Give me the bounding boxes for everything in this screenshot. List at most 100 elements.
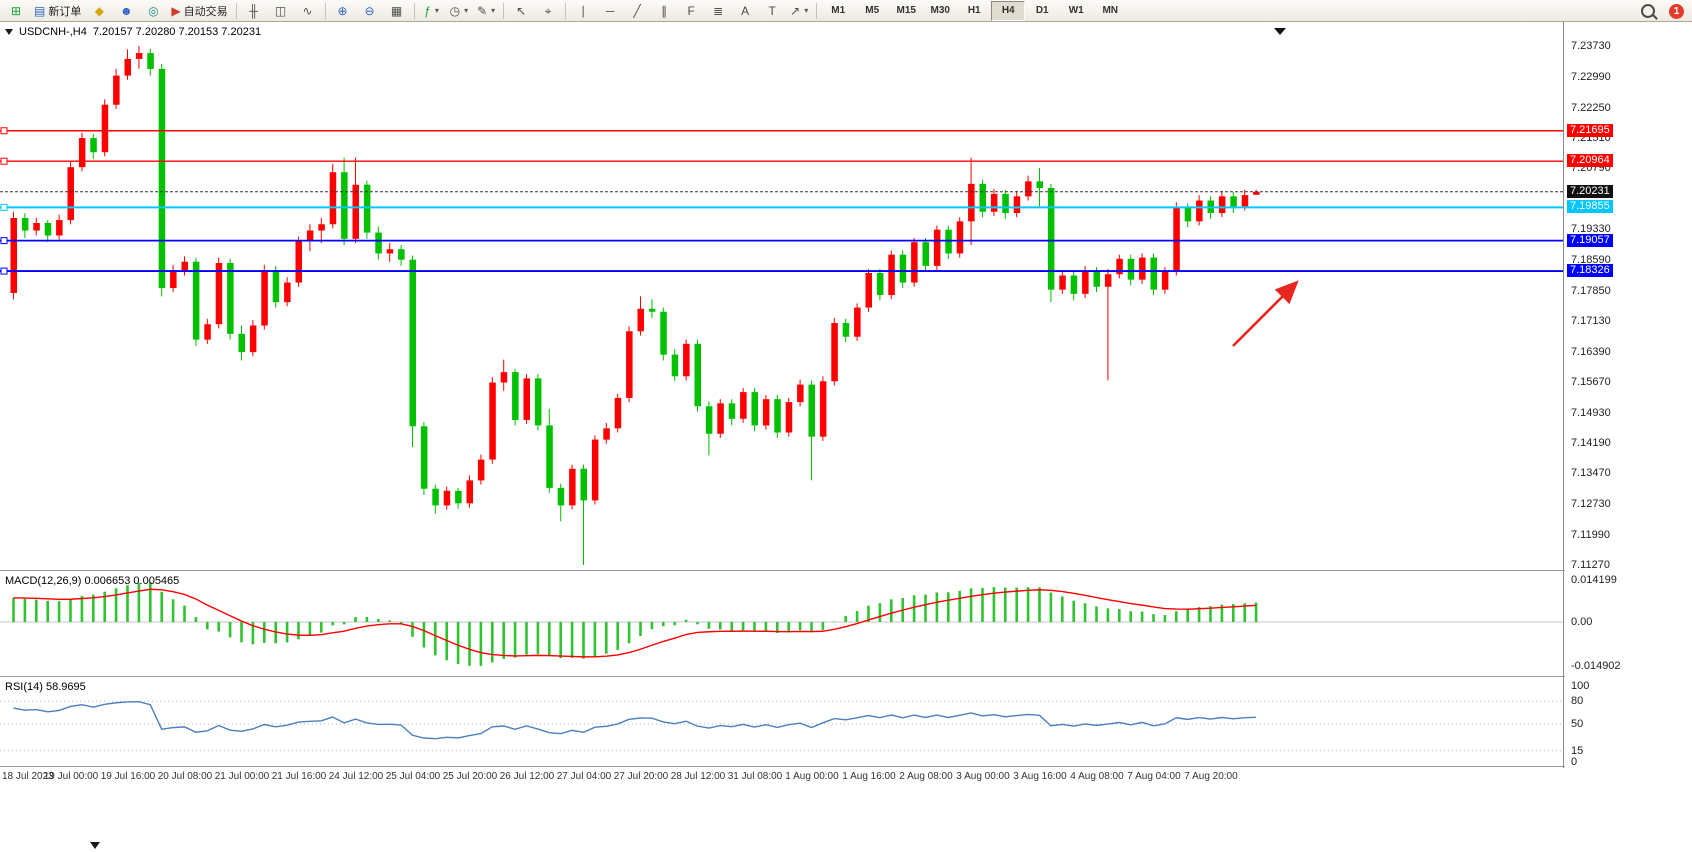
cursor-button[interactable]: ↖ [508, 1, 534, 21]
price-axis[interactable]: 7.23730 7.22990 7.22250 7.21510 7.20790 7.193… [1565, 22, 1692, 768]
timeframe-m1-button[interactable]: M1 [831, 5, 846, 16]
text-label-icon: T [768, 3, 776, 18]
price-badge: 7.20231 [1567, 184, 1613, 198]
price-tick: 7.15670 [1571, 375, 1611, 388]
price-tick: 7.14930 [1571, 406, 1611, 419]
templates-button[interactable]: ✎ ▾ [473, 1, 499, 21]
rsi-axis-tick: 50 [1571, 718, 1584, 730]
time-label: 3 Aug 16:00 [1013, 771, 1067, 782]
trendline-button[interactable]: ╱ [624, 1, 650, 21]
crosshair-icon: ⌖ [544, 3, 552, 18]
chevron-down-icon: ▾ [491, 6, 496, 15]
price-tick: 7.11990 [1571, 528, 1610, 541]
zoom-in-button[interactable]: ⊕ [330, 1, 356, 21]
time-label: 3 Aug 00:00 [956, 771, 1010, 782]
crosshair-button[interactable]: ⌖ [535, 1, 561, 21]
fibonacci-button[interactable]: F [678, 1, 704, 21]
toolbar-separator [503, 2, 505, 19]
auto-trading-button[interactable]: ▶ 自动交易 [167, 1, 231, 21]
vertical-line-button[interactable]: ∣ [570, 1, 596, 21]
price-badge: 7.19057 [1567, 233, 1613, 247]
time-label: 21 Jul 00:00 [214, 771, 270, 782]
timeframe-d1-button[interactable]: D1 [1035, 5, 1049, 16]
candlestick-chart-icon: ◫ [274, 3, 287, 18]
timeframe-mn-button[interactable]: MN [1102, 5, 1119, 16]
price-tick: 7.23730 [1571, 40, 1611, 52]
rsi-axis-tick: 100 [1571, 680, 1590, 692]
search-button[interactable] [1635, 1, 1661, 21]
support-button[interactable]: ◎ [140, 1, 166, 21]
trendline-icon: ╱ [633, 3, 641, 18]
chevron-down-icon: ▾ [804, 6, 809, 15]
tile-windows-icon: ▦ [390, 3, 403, 18]
candlestick-chart-button[interactable]: ◫ [268, 1, 294, 21]
chevron-down-icon: ▾ [434, 6, 439, 15]
price-tick: 7.11270 [1571, 558, 1610, 571]
periods-button[interactable]: ◷ ▾ [446, 1, 473, 21]
timeframe-group: M1 M5 M15 M30 H1 H4 D1 W1 MN [821, 0, 1127, 21]
line-chart-icon: ∿ [302, 3, 313, 18]
macd-indicator-label: MACD(12,26,9) 0.006653 0.005465 [5, 575, 180, 587]
line-chart-button[interactable]: ∿ [295, 1, 321, 21]
timeframe-w1-button[interactable]: W1 [1068, 5, 1084, 16]
vertical-line-icon: ∣ [580, 3, 587, 18]
arrows-button[interactable]: ↗ ▾ [786, 1, 812, 21]
price-chart[interactable] [0, 22, 1565, 768]
notification-badge[interactable]: 1 [1669, 3, 1684, 19]
timeframe-m30-button[interactable]: M30 [930, 5, 950, 16]
price-tick: 7.17130 [1571, 314, 1611, 327]
price-badge: 7.18326 [1567, 264, 1613, 278]
bar-chart-button[interactable]: ╫ [241, 1, 267, 21]
horizontal-line-icon: ─ [605, 3, 615, 18]
price-tick: 7.14190 [1571, 437, 1611, 450]
price-tick: 7.22250 [1571, 101, 1611, 114]
text-button[interactable]: A [732, 1, 758, 21]
clock-icon: ◷ [449, 3, 461, 18]
one-click-trading-toggle-icon[interactable] [5, 29, 13, 35]
time-label: 24 Jul 12:00 [328, 771, 384, 782]
time-label: 19 Jul 00:00 [43, 771, 99, 782]
timeframe-m15-button[interactable]: M15 [896, 5, 916, 16]
time-label: 2 Aug 08:00 [899, 771, 953, 782]
metaeditor-button[interactable]: ◆ [86, 1, 112, 21]
chart-ohlc-values: 7.20157 7.20280 7.20153 7.20231 [92, 26, 262, 38]
time-axis[interactable]: 18 Jul 2023 19 Jul 00:00 19 Jul 16:00 20 Ju… [0, 768, 1565, 788]
timeframe-m5-button[interactable]: M5 [865, 5, 880, 16]
time-label: 21 Jul 16:00 [271, 771, 327, 782]
channel-button[interactable]: ∥ [651, 1, 677, 21]
chevron-down-icon: ▾ [464, 6, 469, 15]
text-label-button[interactable]: T [759, 1, 785, 21]
chart-window: USDCNH-,H4 7.20157 7.20280 7.20153 7.202… [0, 22, 1692, 852]
price-tick: 7.19330 [1571, 223, 1611, 236]
new-order-button[interactable]: ▤ 新订单 [30, 1, 85, 21]
fibonacci-icon: F [687, 3, 695, 18]
timeframe-h1-button[interactable]: H1 [967, 5, 981, 16]
time-label: 1 Aug 00:00 [785, 771, 839, 782]
profile-button[interactable]: ☻ [113, 1, 139, 21]
headset-icon: ◎ [148, 3, 159, 18]
time-label: 31 Jul 08:00 [727, 771, 783, 782]
metaeditor-icon: ◆ [94, 3, 104, 18]
text-icon: A [741, 3, 750, 18]
indicators-button[interactable]: ƒ ▾ [419, 1, 445, 21]
new-chart-button[interactable]: ⊞ [3, 1, 29, 21]
channel-icon: ∥ [661, 3, 668, 18]
toolbar-right-group: 1 [1635, 0, 1684, 22]
chart-symbol-period: USDCNH-,H4 [19, 26, 87, 38]
auto-trading-icon: ▶ [171, 3, 181, 18]
price-axis-separator [1563, 22, 1564, 768]
toolbar-separator [816, 2, 818, 19]
price-badge: 7.19855 [1567, 200, 1613, 214]
price-tick: 7.16390 [1571, 345, 1611, 358]
grid-button[interactable]: ≣ [705, 1, 731, 21]
rsi-axis-tick: 80 [1571, 695, 1584, 708]
horizontal-line-button[interactable]: ─ [597, 1, 623, 21]
time-label: 4 Aug 08:00 [1070, 771, 1124, 782]
zoom-out-button[interactable]: ⊖ [357, 1, 383, 21]
timeframe-h4-button[interactable]: H4 [991, 0, 1026, 21]
tile-windows-button[interactable]: ▦ [384, 1, 410, 21]
price-tick: 7.18590 [1571, 254, 1611, 267]
rsi-axis-tick: 15 [1571, 744, 1584, 757]
price-badge: 7.20964 [1567, 154, 1613, 168]
